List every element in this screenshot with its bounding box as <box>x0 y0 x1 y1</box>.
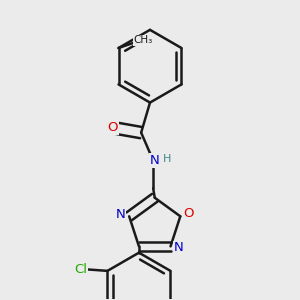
Text: N: N <box>174 242 183 254</box>
Text: Cl: Cl <box>74 263 87 276</box>
Text: O: O <box>183 207 194 220</box>
Text: N: N <box>116 208 125 221</box>
Text: CH₃: CH₃ <box>133 35 152 45</box>
Text: H: H <box>163 154 172 164</box>
Text: N: N <box>150 154 160 167</box>
Text: O: O <box>107 122 118 134</box>
